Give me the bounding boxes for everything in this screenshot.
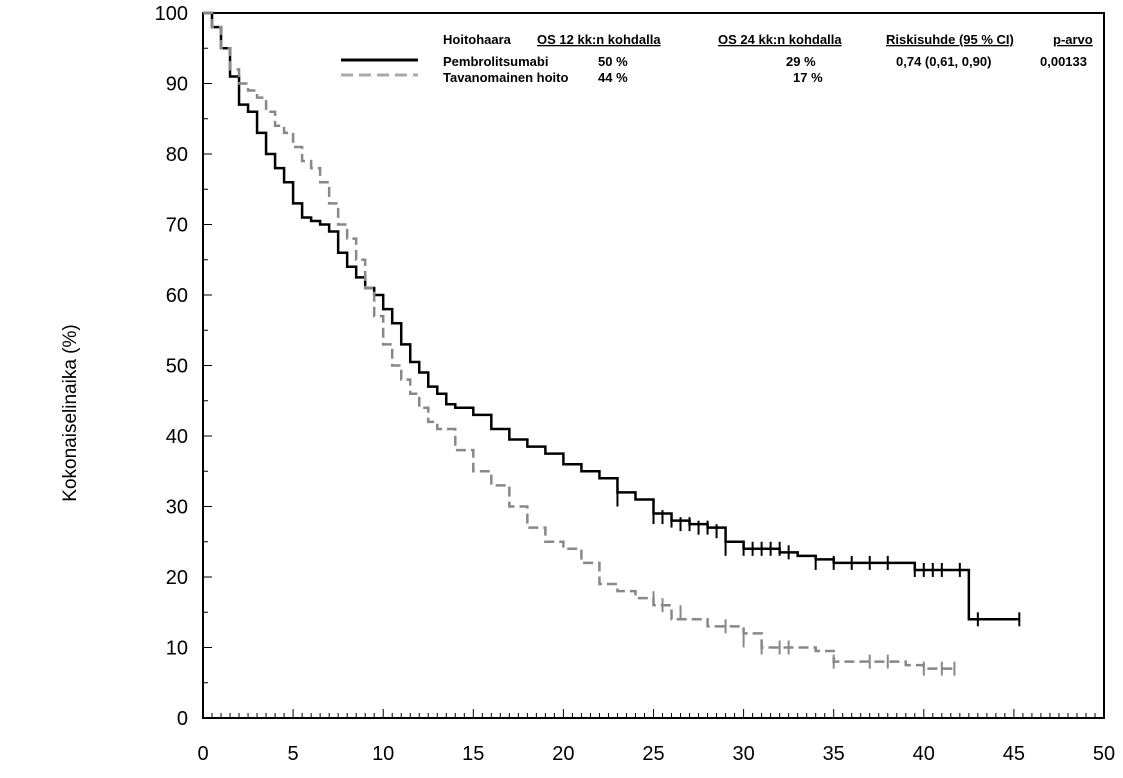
y-tick-label: 10 — [166, 638, 188, 660]
y-tick-label: 60 — [166, 285, 188, 307]
legend-row2-arm: Tavanomainen hoito — [443, 70, 568, 85]
y-tick-label: 0 — [177, 708, 188, 730]
x-tick-label: 35 — [823, 743, 845, 765]
y-tick-label: 50 — [166, 356, 188, 378]
legend: Hoitohaara OS 12 kk:n kohdalla OS 24 kk:… — [341, 32, 1093, 85]
y-axis-label: Kokonaiselinaika (%) — [60, 324, 81, 501]
series-layer — [203, 11, 1021, 676]
x-tick-label: 40 — [913, 743, 935, 765]
x-tick-label: 45 — [1003, 743, 1025, 765]
x-tick-label: 10 — [372, 743, 394, 765]
y-tick-labels: 0 10 20 30 40 50 60 70 80 90 100 — [155, 3, 188, 730]
legend-header-hr: Riskisuhde (95 % CI) — [886, 32, 1014, 47]
legend-row2-os12: 44 % — [598, 70, 628, 85]
y-tick-label: 40 — [166, 426, 188, 448]
y-ticks — [203, 12, 212, 719]
legend-header-os24: OS 24 kk:n kohdalla — [718, 32, 842, 47]
y-tick-label: 20 — [166, 567, 188, 589]
legend-row1-os24: 29 % — [786, 54, 816, 69]
x-tick-label: 20 — [552, 743, 574, 765]
legend-header-arm: Hoitohaara — [443, 32, 512, 47]
legend-header-p: p-arvo — [1053, 32, 1093, 47]
legend-row2-os24: 17 % — [793, 70, 823, 85]
y-tick-label: 90 — [166, 74, 188, 96]
y-tick-label: 30 — [166, 497, 188, 519]
legend-row1-os12: 50 % — [598, 54, 628, 69]
series-line-tavanomainen-hoito — [203, 11, 955, 670]
x-tick-labels: 0 5 10 15 20 25 30 35 40 45 50 — [197, 743, 1115, 765]
legend-row1-hr: 0,74 (0,61, 0,90) — [896, 54, 991, 69]
series-line-pembrolitsumabi — [203, 11, 1020, 621]
y-tick-label: 80 — [166, 144, 188, 166]
legend-row1-arm: Pembrolitsumabi — [443, 54, 548, 69]
y-tick-label: 100 — [155, 3, 188, 25]
x-tick-label: 5 — [288, 743, 299, 765]
x-tick-label: 15 — [462, 743, 484, 765]
x-tick-label: 25 — [642, 743, 664, 765]
x-tick-label: 0 — [197, 743, 208, 765]
x-minor-ticks — [202, 709, 1105, 718]
y-tick-label: 70 — [166, 215, 188, 237]
x-tick-label: 50 — [1093, 743, 1115, 765]
legend-header-os12: OS 12 kk:n kohdalla — [537, 32, 661, 47]
legend-row1-p: 0,00133 — [1040, 54, 1087, 69]
x-tick-label: 30 — [732, 743, 754, 765]
